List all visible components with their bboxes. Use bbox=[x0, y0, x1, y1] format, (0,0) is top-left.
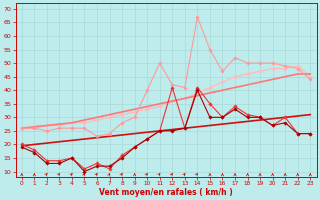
X-axis label: Vent moyen/en rafales ( km/h ): Vent moyen/en rafales ( km/h ) bbox=[99, 188, 233, 197]
